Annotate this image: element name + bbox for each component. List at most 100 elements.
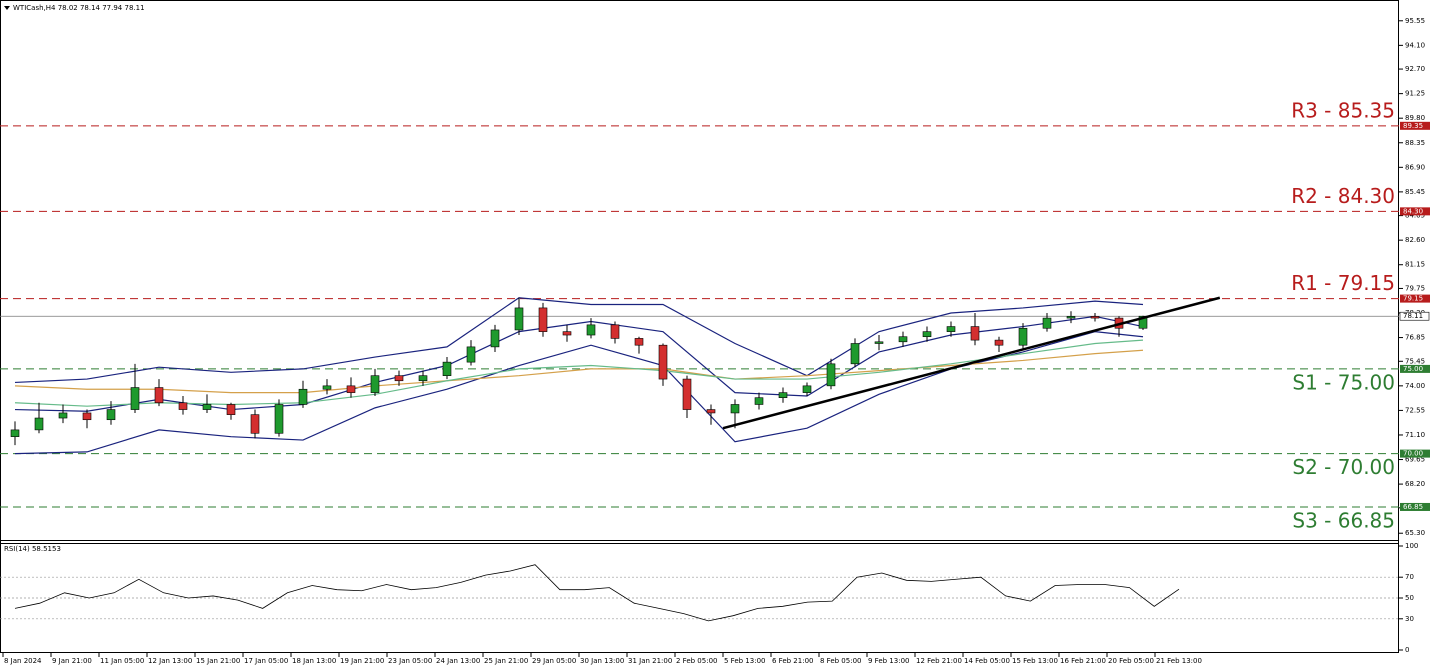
candle-body [730,404,740,414]
x-tick-label: 16 Feb 21:00 [1060,657,1106,665]
candle-body [826,363,836,387]
candle-body [58,412,68,419]
x-tick-label: 31 Jan 21:00 [628,657,672,665]
candle-body [82,412,92,421]
candle-body [130,387,140,410]
level-annotation: R3 - 85.35 [1291,98,1395,122]
y-tick-label: 85.45 [1405,188,1425,196]
x-tick-label: 15 Feb 13:00 [1012,657,1058,665]
candle-body [466,346,476,363]
y-tick-label: 89.80 [1405,114,1425,122]
x-tick-label: 23 Jan 05:00 [388,657,432,665]
x-tick-label: 12 Jan 13:00 [148,657,192,665]
candle-body [154,387,164,404]
y-tick-label: 82.60 [1405,236,1425,244]
candle-body [10,429,20,437]
level-annotation: S2 - 70.00 [1292,455,1395,479]
level-annotation: S1 - 75.00 [1292,370,1395,394]
level-badge-label: 84.30 [1403,207,1423,215]
x-tick-label: 9 Feb 13:00 [868,657,909,665]
overlay-line [14,339,1144,407]
x-tick-label: 29 Jan 05:00 [532,657,576,665]
y-tick-label: 91.25 [1405,90,1425,98]
overlay-line [14,349,1144,394]
candle-body [754,397,764,405]
x-tick-label: 9 Jan 21:00 [52,657,92,665]
x-tick-label: 14 Feb 05:00 [964,657,1010,665]
candle-body [394,375,404,382]
candle-body [778,392,788,399]
y-tick-label: 92.70 [1405,65,1425,73]
candle-body [850,343,860,365]
y-tick-label: 79.75 [1405,284,1425,292]
level-badge-label: 89.35 [1403,122,1423,130]
candle-body [322,385,332,390]
level-annotation: S3 - 66.85 [1292,508,1395,532]
y-tick-label: 86.90 [1405,163,1425,171]
candle-body [946,326,956,332]
x-tick-label: 18 Jan 13:00 [292,657,336,665]
x-tick-label: 20 Feb 05:00 [1108,657,1154,665]
candle-body [298,388,308,405]
candle-body [610,324,620,339]
candle-body [538,307,548,332]
overlay-line [14,331,1144,455]
candle-body [418,375,428,382]
candle-body [874,341,884,344]
candle-body [1138,315,1148,329]
y-tick-label: 68.20 [1405,480,1425,488]
level-badge [1400,121,1430,130]
y-tick-label: 84.05 [1405,212,1425,220]
x-tick-label: 21 Feb 13:00 [1156,657,1202,665]
candle-body [490,329,500,348]
candle-body [34,417,44,431]
candle-body [202,404,212,410]
y-tick-label: 88.35 [1405,139,1425,147]
y-tick-label: 69.65 [1405,456,1425,464]
candle-body [250,414,260,434]
level-badge-label: 75.00 [1403,365,1423,373]
x-tick-label: 15 Jan 21:00 [196,657,240,665]
level-badge [1400,207,1430,216]
rsi-tick-label: 70 [1405,573,1414,581]
level-annotation: R2 - 84.30 [1291,184,1395,208]
x-tick-label: 6 Feb 21:00 [772,657,813,665]
candle-body [898,336,908,343]
candle-body [226,404,236,415]
y-tick-label: 72.55 [1405,406,1425,414]
candle-body [1090,316,1100,319]
candle-body [106,409,116,421]
rsi-tick-label: 50 [1405,594,1414,602]
trendline [722,296,1221,430]
x-tick-label: 2 Feb 05:00 [676,657,717,665]
candle-body [442,361,452,376]
level-badge-label: 66.85 [1403,503,1423,511]
candle-body [274,404,284,434]
x-tick-label: 5 Feb 13:00 [724,657,765,665]
candle-body [634,338,644,346]
candle-body [1018,327,1028,346]
menu-arrow [4,6,10,10]
x-tick-label: 30 Jan 13:00 [580,657,624,665]
rsi-header: RSI(14) 58.5153 [4,545,61,553]
y-tick-label: 81.15 [1405,261,1425,269]
x-tick-label: 8 Jan 2024 [4,657,42,665]
plot-frame [0,0,1399,653]
candle-body [682,378,692,410]
level-annotation: R1 - 79.15 [1291,271,1395,295]
x-tick-label: 19 Jan 21:00 [340,657,384,665]
candle-body [1042,317,1052,329]
x-tick-label: 25 Jan 21:00 [484,657,528,665]
y-tick-label: 71.10 [1405,431,1425,439]
y-tick-label: 94.10 [1405,41,1425,49]
y-tick-label: 95.55 [1405,17,1425,25]
last-price-badge [1399,311,1430,321]
level-badge [1400,502,1430,511]
y-tick-label: 75.45 [1405,357,1425,365]
rsi-tick-label: 0 [1405,646,1409,654]
rsi-tick-label: 100 [1405,542,1418,550]
x-tick-label: 11 Jan 05:00 [100,657,144,665]
level-badge-label: 70.00 [1403,450,1423,458]
rsi-line [14,564,1180,622]
